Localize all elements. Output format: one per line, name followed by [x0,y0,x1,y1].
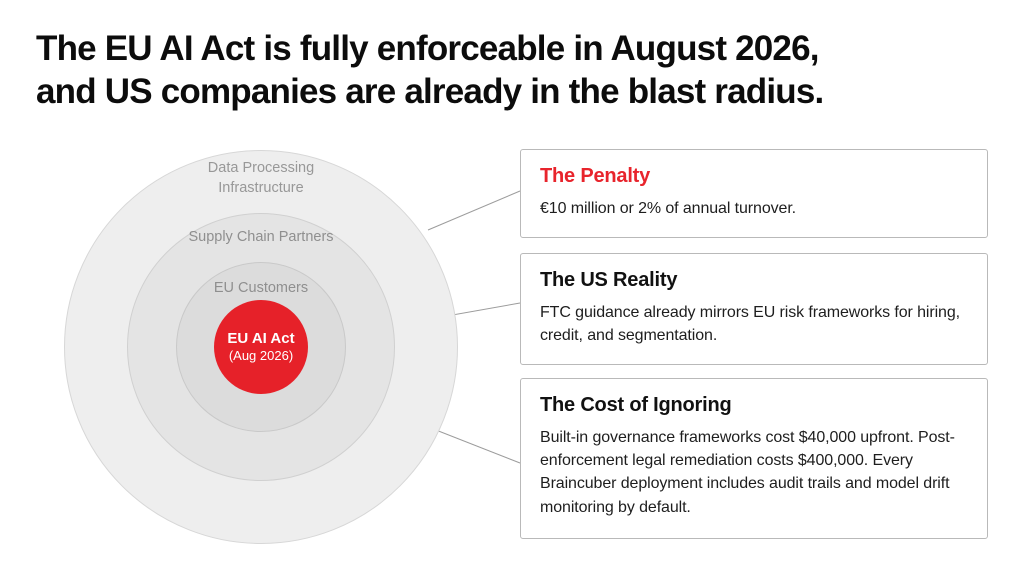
headline-line-2: and US companies are already in the blas… [36,71,824,111]
callout-penalty-body: €10 million or 2% of annual turnover. [540,200,797,217]
callout-cost-of-ignoring: The Cost of Ignoring Built-in governance… [520,378,988,539]
callout-us-reality-title: The US Reality [540,269,678,291]
center-node-date: (Aug 2026) [228,348,294,364]
callout-penalty: The Penalty €10 million or 2% of annual … [520,149,988,238]
ring-label-data-processing: Data Processing Infrastructure [207,160,315,196]
page-title: The EU AI Act is fully enforceable in Au… [36,28,986,113]
callout-us-reality-body: FTC guidance already mirrors EU risk fra… [540,304,960,345]
headline-line-1: The EU AI Act is fully enforceable in Au… [36,29,820,68]
ring-label-eu-customers: EU Customers [213,280,309,296]
callout-penalty-title: The Penalty [540,165,651,187]
ring-label-supply-chain: Supply Chain Partners [188,229,334,245]
callout-cost-body: Built-in governance frameworks cost $40,… [540,429,955,516]
center-node-title: EU AI Act [227,329,295,347]
callout-cost-title: The Cost of Ignoring [540,394,732,416]
center-node-eu-ai-act: EU AI Act (Aug 2026) [214,300,308,394]
callout-us-reality: The US Reality FTC guidance already mirr… [520,253,988,365]
